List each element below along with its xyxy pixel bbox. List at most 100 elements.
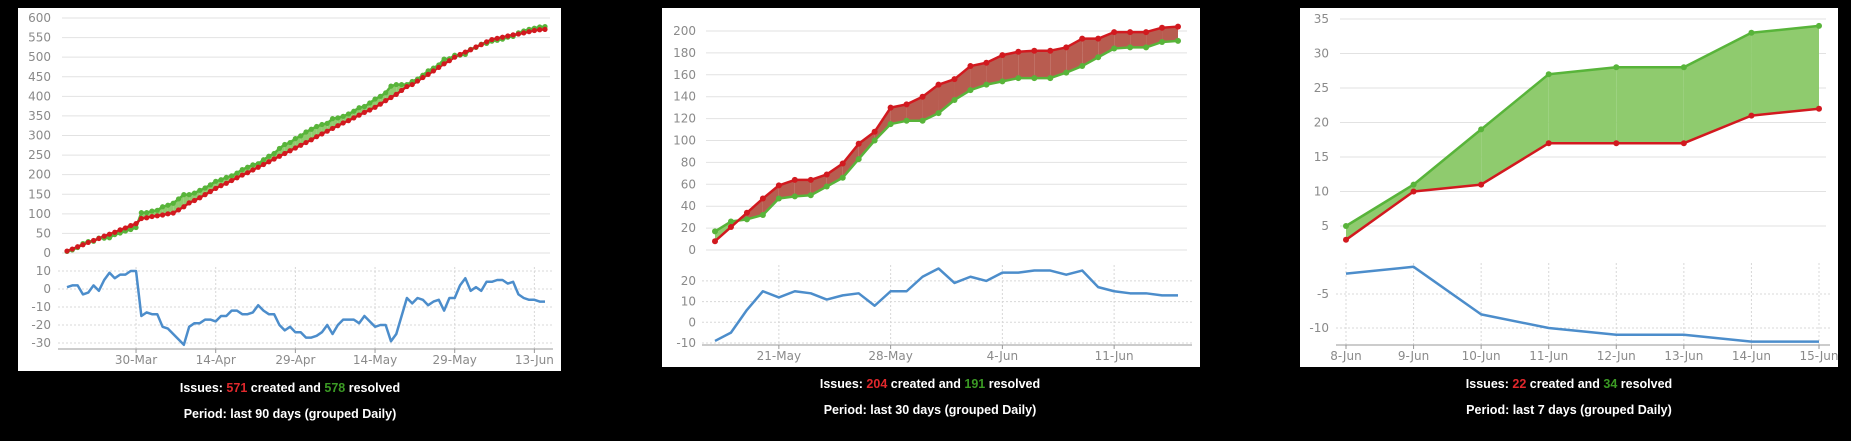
created-excess-area [986,55,1003,85]
chart-2: 5 10 15 20 25 30 35 -5 -108-Jun 9-Jun 10-Jun 11-Jun… [1300,8,1839,367]
created-point [441,61,447,67]
period-prefix: Period: last [1466,403,1538,417]
resolved-point [197,187,203,193]
created-point [383,98,389,104]
y-tick-label: 20 [681,221,696,235]
resolved-point [935,110,942,117]
y-tick-label: 200 [673,24,696,38]
created-point [542,26,548,32]
created-point [266,159,272,165]
created-point [218,183,224,189]
period-middle: days (grouped [909,403,1003,417]
created-point [526,29,532,35]
resolved-point [399,81,405,88]
created-point [1031,47,1038,54]
created-point [96,235,102,242]
created-excess-area [1034,50,1051,79]
resolved-point [191,190,198,196]
created-point [239,172,245,178]
created-point [515,31,522,37]
created-point [255,164,261,170]
chart-1: 02040608010012014016018020020100-1021-Ma… [662,8,1200,367]
period-prefix: Period: last [183,407,256,421]
created-point [329,125,336,132]
created-point [144,215,150,221]
resolved-point [1127,44,1134,51]
diff-y-tick-label: 20 [681,274,696,288]
diff-y-tick-label: -20 [31,318,51,332]
created-point [106,231,113,237]
resolved-excess-area [1616,67,1684,144]
resolved-point [298,133,304,139]
resolved-point [223,174,229,181]
created-point [388,94,394,101]
created-point [791,176,798,183]
diff-y-tick-label: 10 [36,264,51,278]
resolved-point [239,166,245,173]
resolved-point [377,93,383,99]
created-point [420,74,426,81]
created-point [452,54,458,60]
resolved-line [1345,24,1820,228]
resolved-point [287,139,293,146]
summary-caption-30: Issues: 204 created and 191 resolved [820,377,1040,391]
created-count: 571 [226,381,248,395]
created-point [531,27,537,34]
period-suffix: ) [1667,403,1672,417]
summary-prefix: Issues: [179,381,227,395]
summary-suffix: resolved [345,381,401,395]
period-caption-7: Period: last 7 days (grouped Daily) [1466,403,1672,417]
created-excess-area [826,163,843,187]
created-excess-area [1162,26,1178,42]
resolved-point [1343,223,1349,229]
summary-suffix: resolved [985,377,1041,391]
resolved-excess-area [1683,32,1752,144]
diff-y-tick-label: -30 [31,336,51,350]
resolved-point [1816,22,1822,29]
y-tick-label: 180 [673,46,696,60]
resolved-point [244,164,251,170]
period-days: 90 [255,407,270,421]
resolved-point [207,182,213,188]
diff-y-tick-label: -10 [1309,321,1329,335]
created-point [165,211,171,217]
chart-0: 050100150200250300350400450500550600100-… [18,8,561,371]
diff-y-tick-label: -10 [676,336,696,350]
resolved-point [202,185,208,191]
created-point [75,244,81,250]
resolved-point [1063,69,1070,76]
resolved-point [154,207,160,213]
y-tick-label: 300 [28,129,51,143]
y-tick-label: 25 [1314,81,1329,95]
diff-y-tick-label: 10 [681,295,696,309]
created-point [367,107,373,113]
y-tick-label: 60 [681,177,696,191]
resolved-point [138,210,144,216]
resolved-point [807,192,814,199]
created-point [1063,44,1070,51]
resolved-point [1613,64,1620,71]
resolved-point [165,202,171,208]
y-tick-label: 500 [28,50,51,64]
resolved-point [1545,71,1552,78]
created-point [489,36,495,43]
created-excess-area [1018,50,1035,79]
resolved-count: 578 [324,381,346,395]
x-tick-label: 29-May [433,353,477,367]
diff-y-tick-label: -10 [31,300,51,314]
created-point [133,221,139,227]
y-tick-label: 600 [28,11,51,25]
created-point [759,195,766,202]
created-point [457,51,463,58]
x-tick-label: 15-Jun [1799,349,1838,363]
created-point [1079,35,1086,42]
resolved-point [1410,181,1417,188]
resolved-point [1031,75,1038,82]
diff-y-tick-label: -5 [1317,287,1329,301]
x-tick-label: 13-Jun [515,353,554,367]
resolved-point [759,211,766,218]
resolved-point [335,115,341,121]
created-point [404,83,410,90]
created-excess-area [762,185,779,215]
x-tick-label: 14-Jun [1732,349,1771,363]
